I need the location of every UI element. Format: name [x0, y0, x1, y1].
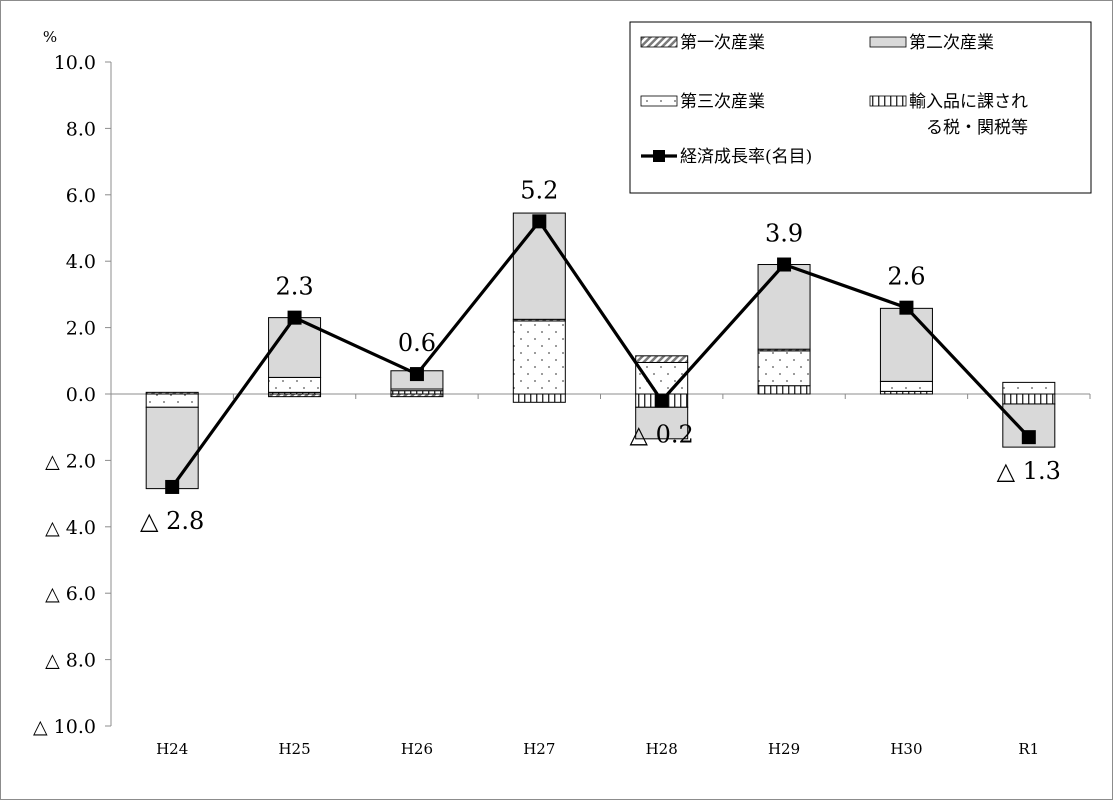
x-tick-label: H27 — [523, 740, 555, 758]
growth-rate-label: △ 0.2 — [630, 421, 694, 449]
y-tick-label: 8.0 — [66, 118, 96, 140]
bar-segment-secondary — [512, 212, 566, 320]
y-tick-label: 2.0 — [66, 318, 96, 340]
growth-rate-marker — [409, 367, 424, 382]
stacked-bars — [145, 212, 1056, 490]
growth-rate-marker — [899, 300, 914, 315]
x-tick-label: R1 — [1018, 740, 1039, 758]
legend-swatch-import-tax — [869, 95, 907, 107]
bar-segment-tertiary — [757, 350, 811, 387]
y-unit-label: % — [43, 28, 57, 46]
y-tick-label: 10.0 — [54, 52, 96, 74]
growth-rate-marker — [532, 214, 547, 229]
bar-segment-tertiary — [145, 393, 199, 408]
growth-rate-label: △ 2.8 — [140, 507, 204, 535]
x-tick-label: H30 — [890, 740, 922, 758]
y-tick-label: 4.0 — [66, 251, 96, 273]
growth-rate-marker — [1021, 430, 1036, 445]
y-tick-label: △ 10.0 — [33, 716, 96, 738]
legend-label-secondary: 第二次産業 — [909, 33, 994, 53]
growth-rate-label: 2.6 — [887, 263, 925, 291]
y-tick-label: △ 6.0 — [45, 583, 96, 605]
growth-rate-label: 5.2 — [520, 176, 558, 204]
bar-segment-primary — [390, 393, 444, 398]
y-tick-label: △ 2.0 — [45, 450, 96, 472]
bar-segment-tertiary — [879, 380, 933, 392]
legend-label-tertiary: 第三次産業 — [680, 92, 765, 112]
x-tick-group: H24 H25 H26 H27 H28 H29 H30 R1 — [110, 394, 1091, 758]
x-tick-label: H25 — [278, 740, 310, 758]
bar-segment-primary — [145, 391, 199, 395]
y-tick-label: 6.0 — [66, 185, 96, 207]
legend-swatch-primary — [640, 36, 678, 48]
bar-segment-import-tax — [512, 393, 566, 403]
y-tick-label: △ 4.0 — [45, 517, 96, 539]
legend-label-primary: 第一次産業 — [680, 33, 765, 53]
growth-rate-label: △ 1.3 — [997, 457, 1061, 485]
bar-segment-tertiary — [1002, 381, 1056, 395]
bar-segment-secondary — [145, 406, 199, 490]
y-tick-label: △ 8.0 — [45, 650, 96, 672]
bar-segment-secondary — [879, 307, 933, 382]
bar-segment-secondary — [635, 406, 689, 440]
growth-rate-marker — [287, 310, 302, 325]
bar-segment-secondary — [757, 264, 811, 350]
x-tick-label: H28 — [646, 740, 678, 758]
growth-rate-marker — [654, 393, 669, 408]
x-tick-label: H24 — [156, 740, 188, 758]
legend-label-import-tax: 輸入品に課され る税・関税等 — [909, 92, 1033, 138]
bar-segment-import-tax — [1002, 393, 1056, 405]
growth-rate-marker — [165, 479, 180, 494]
bar-segment-import-tax — [757, 385, 811, 395]
legend-swatch-tertiary — [640, 95, 678, 107]
data-labels: △ 2.8 2.3 0.6 5.2 △ 0.2 3.9 2.6 △ 1.3 — [140, 176, 1061, 535]
bar-segment-tertiary — [512, 320, 566, 395]
legend-marker-swatch — [653, 150, 665, 162]
growth-rate-label: 0.6 — [398, 329, 436, 357]
legend: 第一次産業 第二次産業 第三次産業 輸入品に課され る税・関税等 経済成長率(名… — [629, 21, 1092, 194]
x-tick-label: H29 — [768, 740, 800, 758]
growth-rate-label: 3.9 — [765, 220, 803, 248]
y-tick-group: 10.0 8.0 6.0 4.0 2.0 0.0 △ 2.0 △ 4.0 △ 6.0 △ 8.0 △… — [33, 52, 111, 738]
bar-segment-tertiary — [268, 376, 322, 393]
growth-line — [165, 214, 1036, 494]
legend-box — [629, 21, 1092, 194]
bar-segment-primary — [268, 393, 322, 398]
growth-rate-marker — [777, 257, 792, 272]
bar-segment-primary — [635, 355, 689, 363]
growth-rate-label: 2.3 — [275, 273, 313, 301]
legend-swatch-secondary — [869, 36, 907, 48]
growth-rate-line — [170, 218, 1030, 488]
legend-label-growth: 経済成長率(名目) — [680, 147, 812, 167]
y-tick-label: 0.0 — [66, 384, 96, 406]
x-tick-label: H26 — [401, 740, 433, 758]
